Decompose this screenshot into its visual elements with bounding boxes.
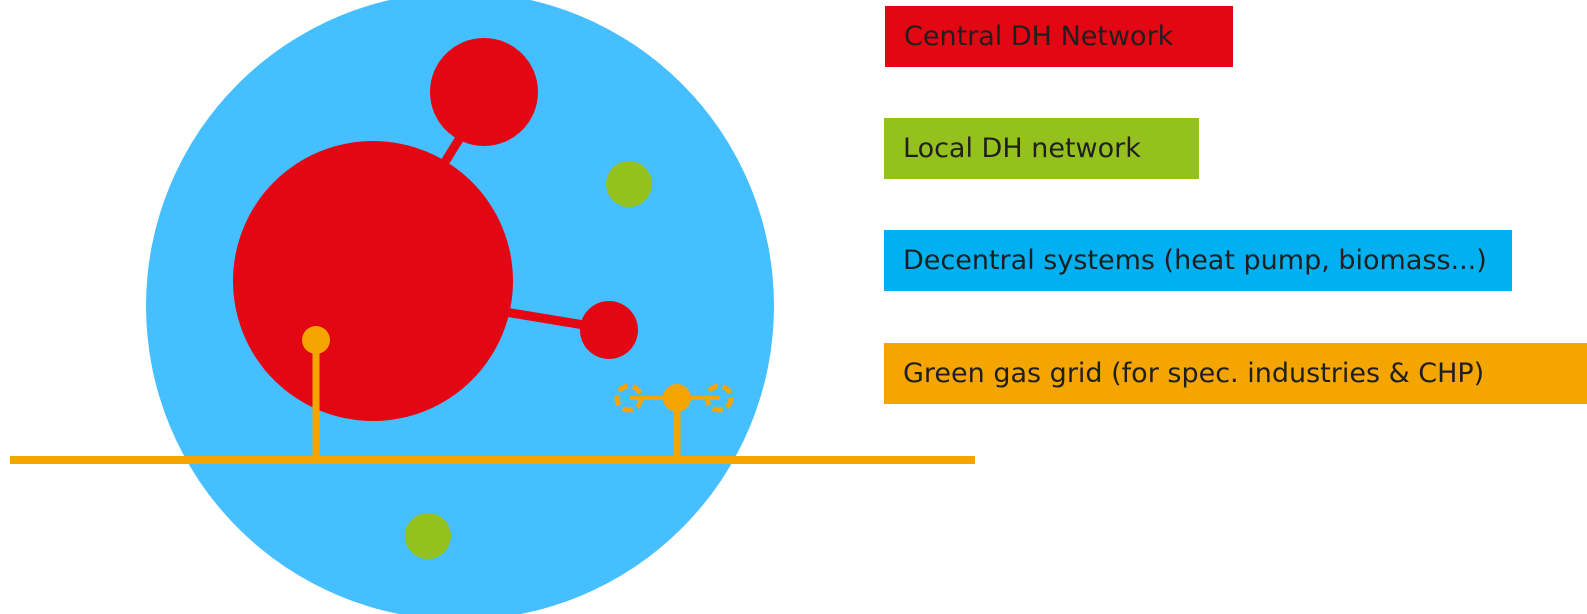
legend-green-gas-grid: Green gas grid (for spec. industries & C… [884, 343, 1587, 404]
central-dh-top-node [430, 38, 538, 146]
chp-blade-left [614, 383, 644, 413]
central-dh-branch-right [504, 307, 591, 331]
local-dh-node-lower [405, 513, 451, 559]
legend-decentral-systems: Decentral systems (heat pump, biomass...… [884, 230, 1512, 291]
legend-decentral-label: Decentral systems (heat pump, biomass...… [903, 245, 1487, 276]
local-dh-node-upper [606, 161, 652, 207]
legend-central-dh-network: Central DH Network [885, 6, 1233, 67]
legend-local-dh-network: Local DH network [884, 118, 1199, 179]
chp-node [663, 384, 691, 412]
legend-local-dh-label: Local DH network [903, 133, 1141, 164]
central-dh-main-node [233, 141, 513, 421]
chp-blade-right [704, 383, 734, 413]
legend-central-dh-label: Central DH Network [904, 21, 1174, 52]
legend-green-gas-label: Green gas grid (for spec. industries & C… [903, 358, 1485, 389]
green-gas-node-left [302, 326, 330, 354]
central-dh-right-node [580, 301, 638, 359]
